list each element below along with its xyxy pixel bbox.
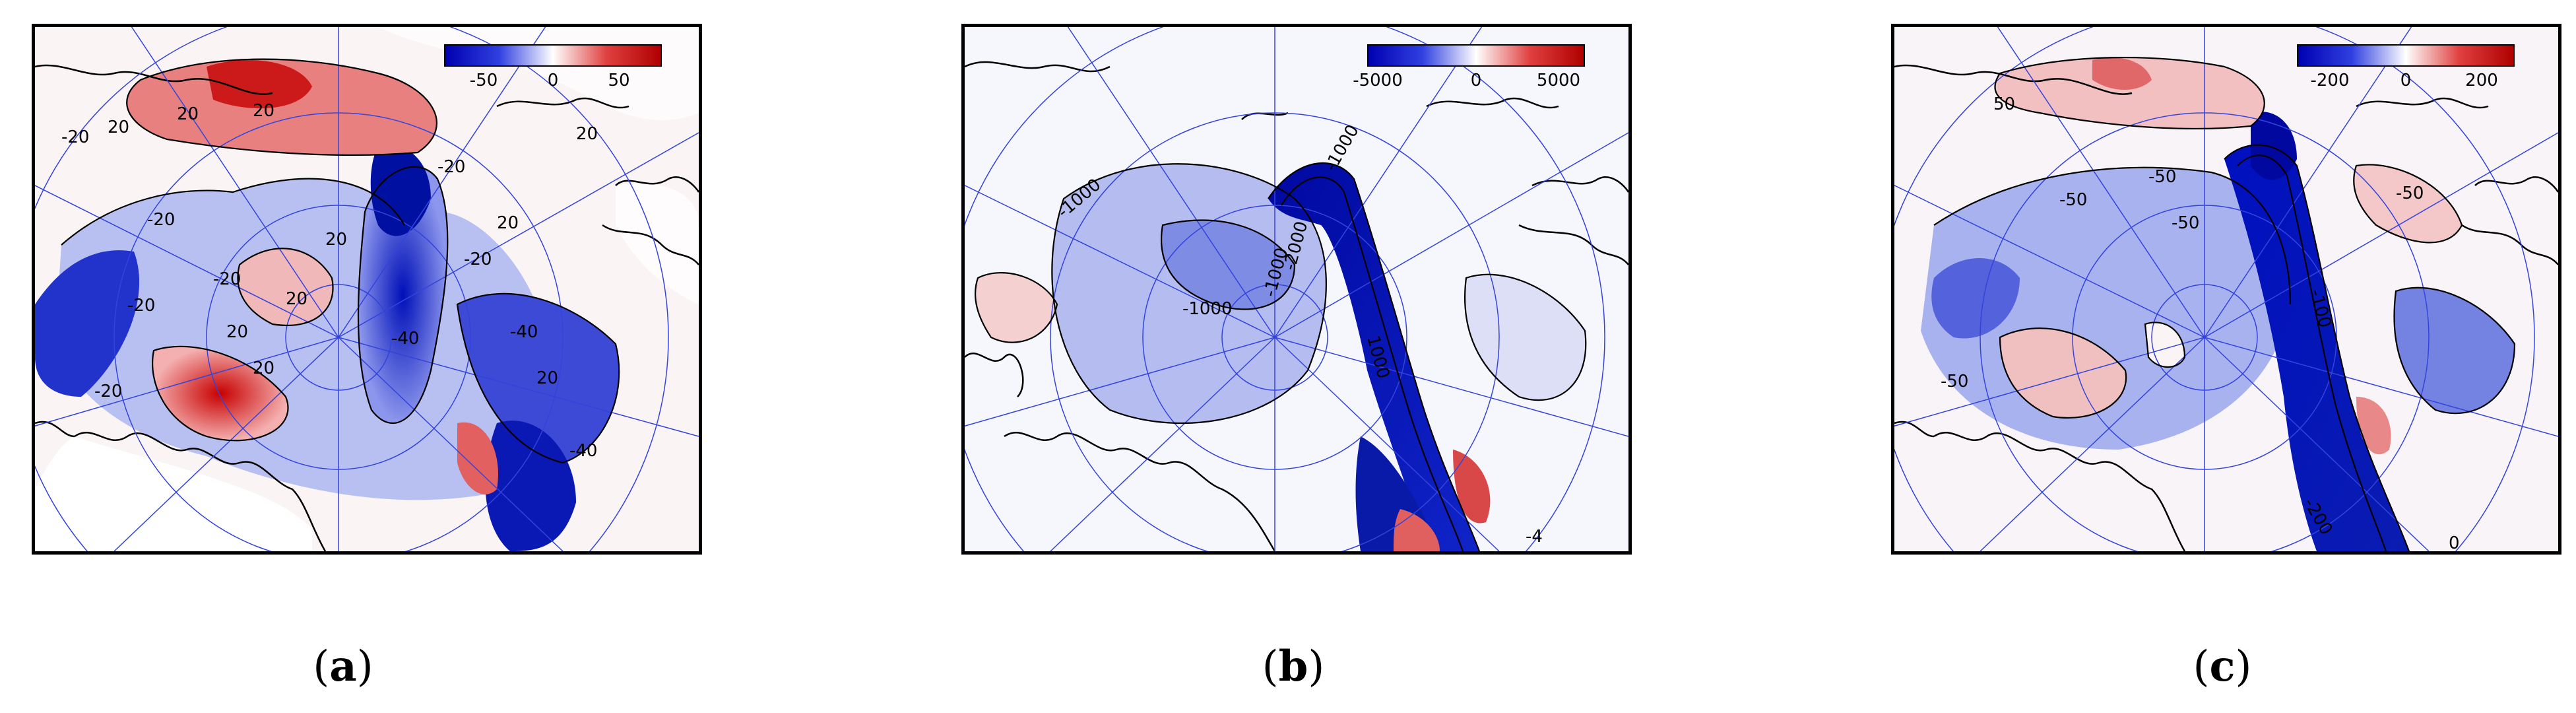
contour-label: -4 [1526,527,1543,547]
map-a-canvas: 20 -20 20 20 -20 20 -20 20 20 -20 20 -40… [35,27,699,551]
contour-label: -20 [94,382,122,401]
contour-label: -40 [510,322,538,342]
contours [975,162,1587,551]
contour-label: -20 [61,127,89,147]
colorbar-b-tick-min: -5000 [1353,71,1403,90]
contour-label: 20 [325,230,347,250]
contour-label: 20 [253,358,274,378]
contour-label: 20 [286,289,307,309]
caption-b: (b) [1262,642,1325,691]
map-panel-b: -1000 -2000 -1000 -1000 -1000 1000 -4 -5… [961,24,1632,555]
contour-label: 20 [226,322,248,342]
colorbar-a-tick-min: -50 [469,71,498,90]
coastlines [35,64,699,551]
contour-label: 20 [497,213,519,233]
coastlines [965,61,1628,551]
contours [1933,57,2516,551]
anomaly-negative-basin [1052,164,1326,424]
colorbar-c-tick-zero: 0 [2400,71,2412,90]
contour-label: 0 [2449,533,2460,551]
colorbar-c [2297,44,2515,67]
colorbar-b-tick-max: 5000 [1536,71,1581,90]
caption-c: (c) [2193,642,2252,691]
contour-label: -1000 [1182,299,1233,319]
anomaly-negative-west [35,250,140,397]
contour-label: -50 [2148,167,2176,187]
contour-label: -20 [127,296,155,316]
anomaly-negative-southeast [485,421,576,551]
contour-label: -50 [2396,184,2424,203]
contour-label: 20 [108,118,129,137]
colorbar-a-tick-zero: 0 [547,71,559,90]
anomaly-positive-west [975,273,1057,343]
anomaly-negative-ridge-head [2251,112,2297,180]
colorbar-b-tick-zero: 0 [1470,71,1482,90]
anomaly-positive-southeast [1453,450,1491,524]
anomaly-positive-north-core [2092,57,2152,90]
contour-label: -40 [391,329,419,349]
contour-labels-a: 20 -20 20 20 -20 20 -20 20 20 -20 20 -40… [61,101,598,461]
colorbar-a [444,44,662,67]
colorbar-c-tick-min: -200 [2310,71,2350,90]
contour-label: -50 [2172,213,2199,233]
land-east [616,183,699,304]
colorbar-a-tick-max: 50 [608,71,630,90]
anomaly-positive-pole [238,248,333,325]
colorbar-c-tick-max: 200 [2465,71,2498,90]
caption-a-letter: a [329,642,357,691]
map-c-canvas: 50 -50 -50 -50 -50 -50 -100 0 -200 [1894,27,2558,551]
contour-label: 20 [576,124,598,144]
contour-label: -50 [2059,190,2087,210]
anomaly-negative-basin-core [1161,220,1295,310]
land-southwest [35,436,312,551]
caption-c-letter: c [2209,642,2236,691]
contour-label: 20 [177,104,199,124]
caption-a: (a) [313,642,373,691]
caption-b-letter: b [1278,642,1308,691]
anomaly-weak-east [1465,274,1586,401]
anomaly-negative-west [1931,258,2020,339]
contour-label: -50 [1941,372,1968,391]
anomaly-positive-center-west [2000,328,2127,418]
anomaly-positive-northeast [2354,164,2462,243]
map-panel-c: 50 -50 -50 -50 -50 -50 -100 0 -200 -200 … [1891,24,2561,555]
colorbar-b [1367,44,1585,67]
anomaly-negative-central [358,166,448,423]
anomaly-positive-southeast [2356,397,2391,455]
contour-label: 50 [1993,94,2015,114]
contour-label: -40 [569,441,597,461]
anomaly-negative-ridge [1268,163,1479,551]
anomaly-negative-east [457,293,620,463]
contour-label: -20 [147,210,175,230]
anomaly-positive-southeast [457,422,498,494]
contour-label: 20 [536,368,558,388]
anomaly-positive-north-core [207,60,312,109]
graticule [965,27,1628,551]
contour-label: -20 [437,157,465,177]
contours [61,58,620,464]
map-b-canvas: -1000 -2000 -1000 -1000 -1000 1000 -4 [965,27,1628,551]
contour-label: -20 [213,269,241,289]
contour-label: 20 [253,101,274,121]
anomaly-negative-ridge [2224,145,2409,551]
anomaly-positive-north [127,59,437,155]
graticule [35,27,699,551]
map-panel-a: 20 -20 20 20 -20 20 -20 20 20 -20 20 -40… [32,24,702,555]
contour-label: -20 [464,250,492,269]
